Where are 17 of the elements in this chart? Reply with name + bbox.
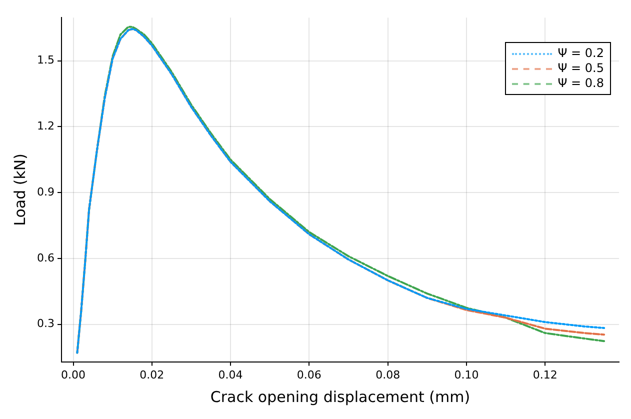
legend-label: Ψ = 0.2 [558, 46, 604, 61]
x-axis-title: Crack opening displacement (mm) [210, 388, 470, 406]
legend-label: Ψ = 0.8 [558, 76, 604, 91]
x-tick-label: 0.10 [454, 368, 479, 382]
x-tick-label: 0.06 [296, 368, 322, 382]
y-tick-label: 0.6 [36, 251, 54, 264]
y-tick-label: 1.2 [36, 120, 54, 133]
x-tick-label: 0.02 [140, 368, 164, 382]
y-tick-label: 0.9 [36, 185, 54, 198]
y-tick-label: 1.5 [36, 54, 54, 67]
x-tick-label: 0.04 [218, 368, 243, 382]
x-tick-label: 0.08 [376, 368, 400, 382]
x-tick-label: 0.00 [61, 368, 86, 382]
y-tick-label: 0.3 [36, 317, 54, 330]
x-tick-label: 0.12 [532, 368, 558, 382]
legend-label: Ψ = 0.5 [558, 61, 604, 76]
y-axis-title: Load (kN) [10, 154, 29, 226]
